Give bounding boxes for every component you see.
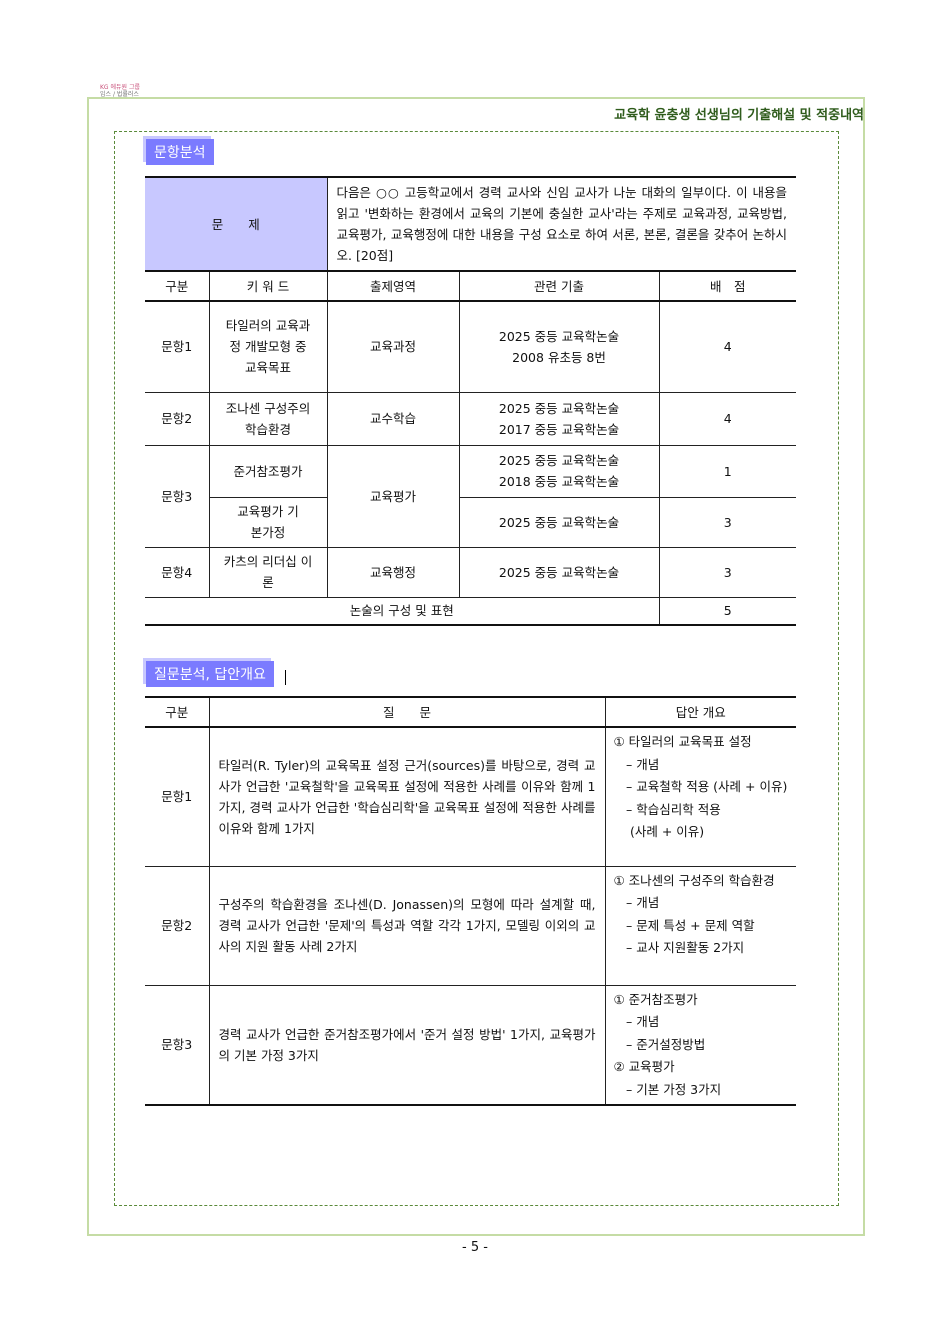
section-title-analysis: 문항분석: [146, 139, 214, 165]
table-row: 문항3 경력 교사가 언급한 준거참조평가에서 '준거 설정 방법' 1가지, …: [145, 984, 796, 1106]
table-row: 문항3 준거참조평가 교육평가 2025 중등 교육학논술 2018 중등 교육학…: [145, 444, 797, 548]
col-header: 관련 기출: [458, 270, 660, 302]
logo: KG 에듀원 그룹 임스 / 법률러스: [100, 84, 140, 98]
col-header: 출제영역: [326, 270, 460, 302]
page-header: 교육학 윤충생 선생님의 기출해설 및 적중내역: [614, 108, 864, 123]
problem-label: 문 제: [145, 176, 328, 272]
col-header: 키 워 드: [208, 270, 328, 302]
content-frame: [114, 131, 839, 1206]
table-row-footer: 논술의 구성 및 표현 5: [145, 596, 797, 626]
col-header: 배 점: [658, 270, 797, 302]
table-row: 문항2 구성주의 학습환경을 조나센(D. Jonassen)의 모형에 따라 …: [145, 865, 796, 986]
problem-text: 다음은 ○○ 고등학교에서 경력 교사와 신임 교사가 나눈 대화의 일부이다.…: [326, 176, 797, 272]
question-table: 구분 질 문 답안 개요 문항1 타일러(R. Tyler)의 교육목표 설정 …: [145, 696, 796, 1106]
table-row: 문항1 타일러(R. Tyler)의 교육목표 설정 근거(sources)를 …: [145, 726, 796, 867]
col-header: 구분: [145, 270, 210, 302]
col-header: 질 문: [208, 696, 606, 728]
table-row: 문항2 조나센 구성주의 학습환경 교수학습 2025 중등 교육학논술 2017…: [145, 391, 797, 446]
col-header: 답안 개요: [604, 696, 796, 728]
section-title-questions: 질문분석, 답안개요: [146, 661, 274, 687]
table-row: 문항4 카츠의 리더십 이론 교육행정 2025 중등 교육학논술 3: [145, 546, 797, 598]
text-cursor: [285, 670, 286, 685]
page-number: - 5 -: [462, 1240, 488, 1255]
table-row: 문항1 타일러의 교육과정 개발모형 중 교육목표 교육과정 2025 중등 교…: [145, 300, 797, 393]
page-border: [87, 97, 865, 1236]
analysis-table: 문 제 다음은 ○○ 고등학교에서 경력 교사와 신임 교사가 나눈 대화의 일부…: [145, 176, 797, 626]
table-row: 교육평가 기본가정 2025 중등 교육학논술 3: [145, 496, 797, 548]
col-header: 구분: [145, 696, 210, 728]
